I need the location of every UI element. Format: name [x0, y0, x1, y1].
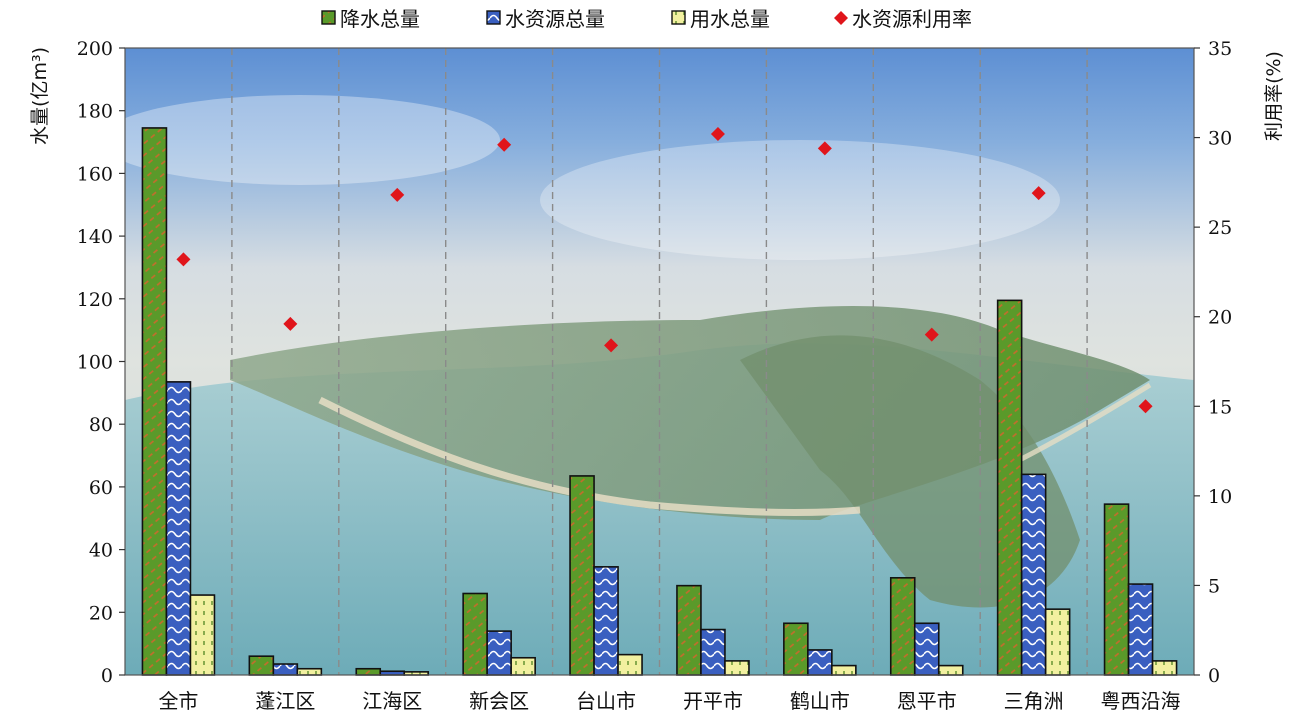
utilization-marker — [176, 252, 191, 267]
category-label: 蓬江区 — [255, 689, 315, 713]
right-tick-label: 0 — [1208, 665, 1220, 687]
category-label: 鹤山市 — [790, 689, 850, 713]
legend-swatch — [486, 10, 501, 25]
legend-label: 水资源利用率 — [852, 7, 972, 31]
left-tick-label: 40 — [89, 540, 113, 562]
left-tick-label: 120 — [77, 289, 113, 311]
bar-precipitation — [676, 584, 702, 676]
bar-water-resource — [593, 566, 619, 676]
left-tick-label: 140 — [77, 226, 113, 248]
utilization-marker — [924, 327, 939, 342]
category-label: 全市 — [158, 689, 198, 713]
utilization-marker — [710, 126, 725, 141]
legend-swatch — [671, 10, 686, 25]
bar-precipitation — [889, 577, 916, 676]
right-axis-title: 利用率(%) — [1263, 51, 1285, 141]
bar-water-resource — [486, 630, 512, 676]
left-tick-label: 80 — [89, 414, 113, 436]
left-axis-title: 水量(亿m³) — [29, 47, 51, 145]
bar-precipitation — [783, 622, 809, 676]
bar-water-use — [937, 664, 964, 676]
utilization-marker — [1138, 399, 1153, 414]
legend-label: 用水总量 — [690, 7, 770, 31]
category-axis: 全市 蓬江区 江海区 新会区 台山市 开平市 鹤山市 恩平市 三角洲 粤西沿海 — [158, 689, 1180, 713]
bar-precipitation — [141, 127, 168, 676]
utilization-markers — [176, 126, 1153, 414]
bar-water-resource — [913, 622, 940, 676]
left-tick-label: 100 — [77, 352, 113, 374]
category-label: 三角洲 — [1004, 689, 1064, 713]
bar-water-use — [296, 667, 323, 676]
bar-precipitation — [569, 475, 595, 676]
category-label: 江海区 — [362, 689, 422, 713]
bar-water-use — [510, 656, 536, 676]
right-tick-label: 10 — [1208, 486, 1232, 508]
left-tick-label: 60 — [89, 477, 113, 499]
utilization-marker — [604, 338, 619, 353]
bar-water-resource — [165, 381, 192, 676]
utilization-marker — [390, 187, 405, 202]
right-tick-label: 5 — [1208, 575, 1220, 597]
bar-precipitation — [355, 667, 382, 676]
bar-water-use — [1044, 608, 1071, 676]
bar-water-resource — [700, 628, 726, 676]
bar-precipitation — [1103, 503, 1130, 676]
category-label: 粤西沿海 — [1101, 689, 1181, 713]
category-label: 台山市 — [576, 689, 636, 713]
bar-water-resource — [1020, 473, 1047, 676]
right-axis: 0 5 10 15 20 25 30 35 — [1194, 38, 1232, 687]
right-tick-label: 30 — [1208, 128, 1232, 150]
bar-water-use — [1151, 660, 1178, 676]
utilization-marker — [497, 137, 512, 152]
legend-label: 水资源总量 — [505, 7, 605, 31]
bar-water-resource — [272, 663, 299, 676]
bar-water-use — [189, 594, 216, 676]
legend: 降水总量 水资源总量 用水总量 水资源利用率 — [321, 7, 972, 31]
bar-precipitation — [248, 655, 275, 676]
left-axis: 0 20 40 60 80 100 120 140 160 180 200 — [77, 38, 125, 687]
left-tick-label: 180 — [77, 101, 113, 123]
legend-swatch — [834, 11, 848, 25]
right-tick-label: 35 — [1208, 38, 1232, 60]
left-tick-label: 0 — [101, 665, 113, 687]
category-label: 开平市 — [683, 689, 743, 713]
right-tick-label: 15 — [1208, 396, 1232, 418]
bar-water-resource — [807, 649, 833, 676]
right-tick-label: 25 — [1208, 217, 1232, 239]
bar-precipitation — [996, 299, 1023, 676]
vertical-grid — [231, 48, 1088, 675]
bar-water-use — [617, 653, 643, 676]
utilization-marker — [283, 316, 298, 331]
left-tick-label: 160 — [77, 163, 113, 185]
legend-swatch — [321, 10, 336, 25]
category-label: 恩平市 — [897, 689, 957, 713]
bar-water-use — [831, 664, 857, 676]
legend-label: 降水总量 — [340, 7, 420, 31]
left-tick-label: 20 — [89, 602, 113, 624]
left-tick-label: 200 — [77, 38, 113, 60]
bar-water-resource — [1127, 583, 1154, 676]
right-tick-label: 20 — [1208, 307, 1232, 329]
utilization-marker — [1031, 186, 1046, 201]
bar-water-use — [724, 660, 750, 676]
bar-precipitation — [462, 592, 488, 676]
category-label: 新会区 — [469, 689, 529, 713]
utilization-marker — [817, 141, 832, 156]
